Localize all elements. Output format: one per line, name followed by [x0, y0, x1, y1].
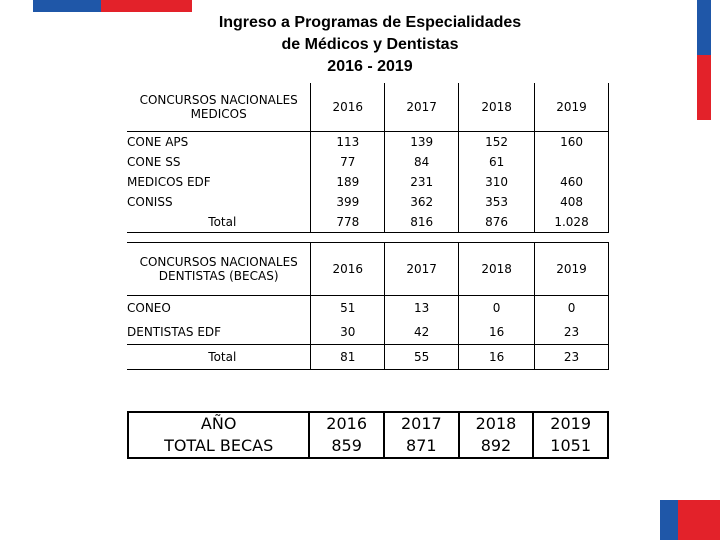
- page-title: Ingreso a Programas de Especialidades de…: [180, 12, 560, 78]
- becas-label-line-2: TOTAL BECAS: [164, 436, 274, 455]
- total-label: Total: [127, 212, 312, 233]
- dentistas-table: CONCURSOS NACIONALES DENTISTAS (BECAS) 2…: [127, 242, 609, 370]
- cell-value: 13: [384, 295, 460, 320]
- table-row: CONE APS 113 139 152 160: [127, 131, 609, 152]
- total-value: 81: [310, 344, 386, 370]
- cell-value: 0: [458, 295, 536, 320]
- medicos-year-2019: 2019: [534, 83, 609, 132]
- table-row: CONEO 51 13 0 0: [127, 295, 609, 320]
- row-label: CONE APS: [127, 131, 312, 152]
- dentistas-header-label: CONCURSOS NACIONALES DENTISTAS (BECAS): [127, 242, 312, 296]
- medicos-header-line-1: CONCURSOS NACIONALES: [139, 93, 298, 107]
- dentistas-header-line-2: DENTISTAS (BECAS): [158, 269, 279, 283]
- table-row: CONISS 399 362 353 408: [127, 192, 609, 212]
- cell-value: 42: [384, 320, 460, 345]
- cell-value: 152: [458, 131, 536, 152]
- cell-value: 362: [384, 192, 460, 212]
- becas-label: AÑO TOTAL BECAS: [126, 411, 311, 459]
- title-line-2: de Médicos y Dentistas: [281, 36, 459, 53]
- total-value: 876: [458, 212, 536, 233]
- becas-cell-2018: 2018 892: [457, 411, 535, 459]
- dentistas-header-line-1: CONCURSOS NACIONALES: [139, 255, 298, 269]
- row-label: CONISS: [127, 192, 312, 212]
- medicos-header-row: CONCURSOS NACIONALES MEDICOS 2016 2017 2…: [127, 83, 609, 132]
- top-right-flag-stripe: [697, 0, 711, 120]
- row-label: MEDICOS EDF: [127, 172, 312, 192]
- dentistas-year-2019: 2019: [534, 242, 609, 296]
- becas-year: 2018: [475, 414, 517, 433]
- becas-total: 1051: [550, 436, 591, 455]
- becas-year: 2017: [400, 414, 442, 433]
- table-row: DENTISTAS EDF 30 42 16 23: [127, 320, 609, 345]
- cell-value: 61: [458, 152, 536, 172]
- title-line-3: 2016 - 2019: [327, 58, 413, 75]
- medicos-year-2016: 2016: [310, 83, 386, 132]
- dentistas-year-2018: 2018: [458, 242, 536, 296]
- becas-cell-2019: 2019 1051: [532, 411, 609, 459]
- becas-cell-2017: 2017 871: [382, 411, 460, 459]
- medicos-table: CONCURSOS NACIONALES MEDICOS 2016 2017 2…: [127, 83, 609, 233]
- cell-value: 231: [384, 172, 460, 192]
- cell-value: 399: [310, 192, 386, 212]
- cell-value: 16: [458, 320, 536, 345]
- row-label: DENTISTAS EDF: [127, 320, 312, 345]
- medicos-year-2017: 2017: [384, 83, 460, 132]
- cell-value: 84: [384, 152, 460, 172]
- dentistas-year-2017: 2017: [384, 242, 460, 296]
- row-label: CONEO: [127, 295, 312, 320]
- cell-value: 160: [534, 131, 609, 152]
- becas-label-line-1: AÑO: [200, 414, 237, 433]
- total-value: 55: [384, 344, 460, 370]
- cell-value: 23: [534, 320, 609, 345]
- medicos-header-label: CONCURSOS NACIONALES MEDICOS: [127, 83, 312, 132]
- total-label: Total: [127, 344, 312, 370]
- total-value: 23: [534, 344, 609, 370]
- becas-year: 2019: [550, 414, 591, 433]
- cell-value: 310: [458, 172, 536, 192]
- becas-total: 859: [331, 436, 362, 455]
- total-becas-table: AÑO TOTAL BECAS 2016 859 2017 871 2018 8…: [126, 411, 609, 459]
- medicos-year-2018: 2018: [458, 83, 536, 132]
- cell-value: 30: [310, 320, 386, 345]
- medicos-header-line-2: MEDICOS: [190, 107, 247, 121]
- total-value: 816: [384, 212, 460, 233]
- total-row: Total 778 816 876 1.028: [127, 212, 609, 233]
- cell-value: [534, 152, 609, 172]
- table-row: MEDICOS EDF 189 231 310 460: [127, 172, 609, 192]
- cell-value: 353: [458, 192, 536, 212]
- cell-value: 0: [534, 295, 609, 320]
- cell-value: 408: [534, 192, 609, 212]
- cell-value: 189: [310, 172, 386, 192]
- total-value: 1.028: [534, 212, 609, 233]
- becas-total: 892: [480, 436, 512, 455]
- top-left-flag-stripe: [33, 0, 192, 12]
- becas-year: 2016: [326, 414, 368, 433]
- cell-value: 51: [310, 295, 386, 320]
- dentistas-header-row: CONCURSOS NACIONALES DENTISTAS (BECAS) 2…: [127, 242, 609, 296]
- bottom-right-flag-stripe: [660, 500, 720, 540]
- becas-cell-2016: 2016 859: [308, 411, 385, 459]
- total-row: Total 81 55 16 23: [127, 344, 609, 370]
- becas-total: 871: [406, 436, 437, 455]
- cell-value: 77: [310, 152, 386, 172]
- table-row: CONE SS 77 84 61: [127, 152, 609, 172]
- becas-row: AÑO TOTAL BECAS 2016 859 2017 871 2018 8…: [126, 411, 609, 459]
- title-line-1: Ingreso a Programas de Especialidades: [218, 14, 522, 31]
- total-value: 778: [310, 212, 386, 233]
- cell-value: 139: [384, 131, 460, 152]
- total-value: 16: [458, 344, 536, 370]
- cell-value: 113: [310, 131, 386, 152]
- cell-value: 460: [534, 172, 609, 192]
- row-label: CONE SS: [127, 152, 312, 172]
- dentistas-year-2016: 2016: [310, 242, 386, 296]
